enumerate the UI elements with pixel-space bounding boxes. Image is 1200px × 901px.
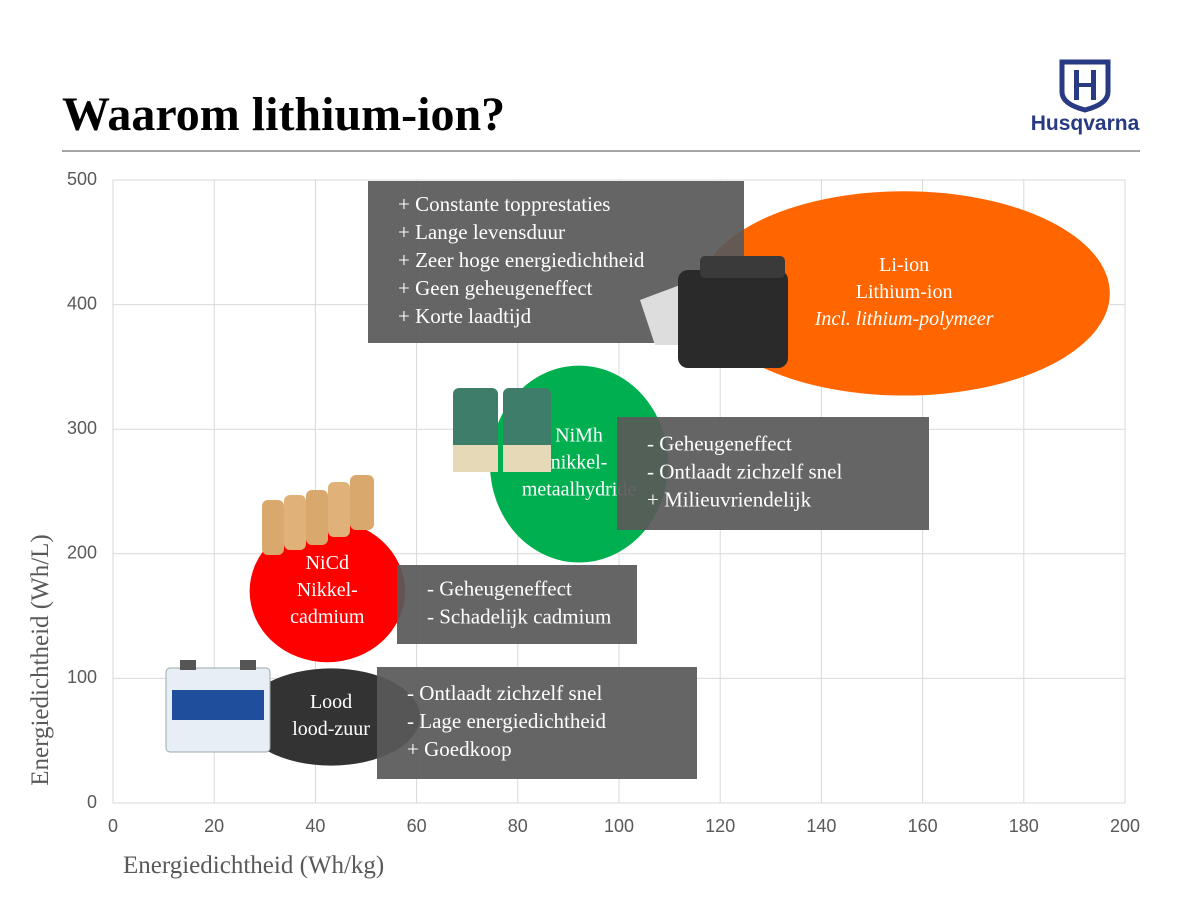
logo: Husqvarna	[1031, 59, 1140, 135]
logo-shield	[1059, 59, 1111, 113]
y-axis-label: Energiedichtheid (Wh/L)	[27, 534, 54, 786]
note-line: - Ontlaadt zichzelf snel	[407, 681, 602, 705]
x-axis-label: Energiedichtheid (Wh/kg)	[123, 852, 384, 879]
x-tick-label: 20	[204, 816, 224, 836]
nicd-cells-picture	[262, 475, 374, 555]
note-box: + Constante topprestaties + Lange levensd…	[368, 181, 744, 343]
cell	[306, 490, 328, 545]
cell	[350, 475, 374, 530]
cell	[262, 500, 284, 555]
region-label: nikkel-	[551, 452, 608, 474]
note-line: + Constante topprestaties	[398, 192, 610, 216]
note-line: + Geen geheugeneffect	[398, 276, 593, 300]
region-label: metaalhydride	[522, 479, 637, 501]
x-tick-label: 160	[908, 816, 938, 836]
y-tick-label: 300	[67, 418, 97, 438]
region-label: NiCd	[306, 552, 349, 574]
x-tick-label: 100	[604, 816, 634, 836]
region-ellipse	[242, 668, 421, 766]
logo-text: Husqvarna	[1031, 112, 1140, 135]
cell	[328, 482, 350, 537]
slide-title: Waarom lithium-ion?	[62, 88, 505, 141]
x-tick-label: 60	[407, 816, 427, 836]
y-tick-label: 200	[67, 543, 97, 563]
battery-pictures	[165, 256, 788, 753]
y-tick-label: 0	[87, 792, 97, 812]
note-background	[377, 667, 697, 779]
region-label: lood-zuur	[292, 718, 370, 740]
x-tick-label: 120	[705, 816, 735, 836]
note-box: - Geheugeneffect - Ontlaadt zichzelf snel…	[617, 417, 929, 530]
y-tick-label: 100	[67, 667, 97, 687]
note-background	[617, 417, 929, 530]
region: Lood lood-zuur	[242, 668, 421, 766]
region-ellipse	[249, 520, 405, 663]
region: NiCd Nikkel-cadmium	[249, 520, 405, 663]
region-label: cadmium	[290, 606, 365, 628]
region-label: Li-ion	[879, 254, 929, 276]
y-tick-label: 500	[67, 169, 97, 189]
y-tick-label: 400	[67, 293, 97, 313]
region-sublabel: Incl. lithium-polymeer	[814, 308, 994, 330]
liion-battery-picture	[640, 256, 788, 368]
region-ellipse	[698, 191, 1110, 396]
region: Li-ion Lithium-ion Incl. lithium-polymeer	[698, 191, 1110, 396]
x-tick-label: 40	[305, 816, 325, 836]
note-line: + Milieuvriendelijk	[647, 487, 812, 511]
x-tick-label: 140	[806, 816, 836, 836]
note-line: - Lage energiedichtheid	[407, 709, 607, 733]
battery-label	[172, 690, 264, 720]
note-line: - Geheugeneffect	[427, 576, 572, 600]
note-line: + Zeer hoge energiedichtheid	[398, 248, 645, 272]
note-box: - Ontlaadt zichzelf snel - Lage energiedi…	[377, 667, 697, 779]
note-line: + Korte laadtijd	[398, 304, 532, 328]
note-line: - Schadelijk cadmium	[427, 604, 611, 628]
region-label: NiMh	[555, 425, 603, 447]
note-background	[397, 565, 637, 644]
note-line: + Goedkoop	[407, 737, 512, 761]
region-label: Lithium-ion	[856, 281, 953, 303]
region-label: Nikkel-	[297, 579, 358, 601]
battery-shadow	[640, 285, 690, 345]
battery-terminal	[180, 660, 196, 670]
logo-bar	[1074, 83, 1096, 87]
cell	[284, 495, 306, 550]
x-tick-label: 180	[1009, 816, 1039, 836]
nimh-cells-picture	[453, 388, 551, 472]
battery-top	[700, 256, 785, 278]
note-line: - Geheugeneffect	[647, 431, 792, 455]
x-tick-label: 80	[508, 816, 528, 836]
region-label: Lood	[310, 691, 352, 713]
battery-terminal	[240, 660, 256, 670]
note-line: + Lange levensduur	[398, 220, 565, 244]
note-box: - Geheugeneffect - Schadelijk cadmium	[397, 565, 637, 644]
battery-body	[678, 270, 788, 368]
x-tick-label: 0	[108, 816, 118, 836]
cell-band	[503, 445, 551, 472]
cell-band	[453, 445, 498, 472]
x-tick-label: 200	[1110, 816, 1140, 836]
note-line: - Ontlaadt zichzelf snel	[647, 459, 842, 483]
lead-battery-picture	[165, 660, 271, 753]
